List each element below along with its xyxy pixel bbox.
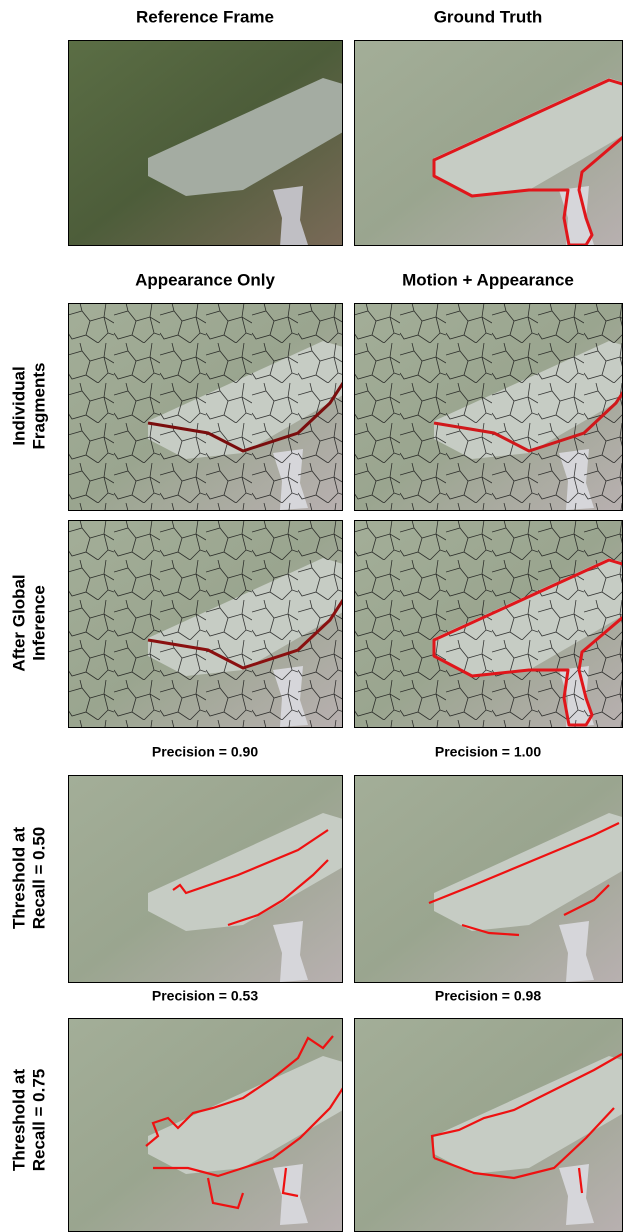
fragments [354,303,623,511]
image-panel [68,775,343,983]
precision-label: Precision = 0.53 [152,988,258,1004]
image [68,520,343,728]
fragments [68,520,343,728]
image [68,775,343,983]
row-label-line: Recall = 0.50 [29,827,48,930]
image-panel [354,40,623,247]
row-label-line: Threshold at [9,827,28,929]
column-title: Appearance Only [135,270,275,289]
precision-label: Precision = 1.00 [435,744,541,760]
row-label-line: Individual [9,366,28,445]
fragments [354,520,623,728]
column-title: Motion + Appearance [402,270,574,289]
fragments [68,303,343,511]
row-label: After Global Inference [9,574,48,671]
precision-label: Precision = 0.90 [152,744,258,760]
column-title: Reference Frame [136,7,274,26]
image-panel [68,303,343,511]
image-panel [68,520,343,728]
row-label-line: Inference [29,585,48,661]
image-panel [68,1018,343,1232]
image [354,40,623,247]
image-panel [354,775,623,983]
precision-label: Precision = 0.98 [435,988,541,1004]
image-panel [354,303,623,511]
figure: Reference Frame Ground Truth Appearance … [0,0,623,1232]
image-panel [354,520,623,728]
image [68,40,343,247]
row-label-line: After Global [9,574,28,671]
row-label: Threshold at Recall = 0.50 [9,827,48,930]
row-label-line: Recall = 0.75 [29,1069,48,1172]
image [354,775,623,983]
image [68,303,343,511]
image [354,303,623,511]
column-title: Ground Truth [434,7,543,26]
image [354,1018,623,1232]
image [68,1018,343,1232]
row-label: Threshold at Recall = 0.75 [9,1069,48,1172]
row-label: Individual Fragments [9,363,48,450]
image-panel [354,1018,623,1232]
image-panel [68,40,343,247]
row-label-line: Threshold at [9,1069,28,1171]
image [354,520,623,728]
row-label-line: Fragments [29,363,48,450]
